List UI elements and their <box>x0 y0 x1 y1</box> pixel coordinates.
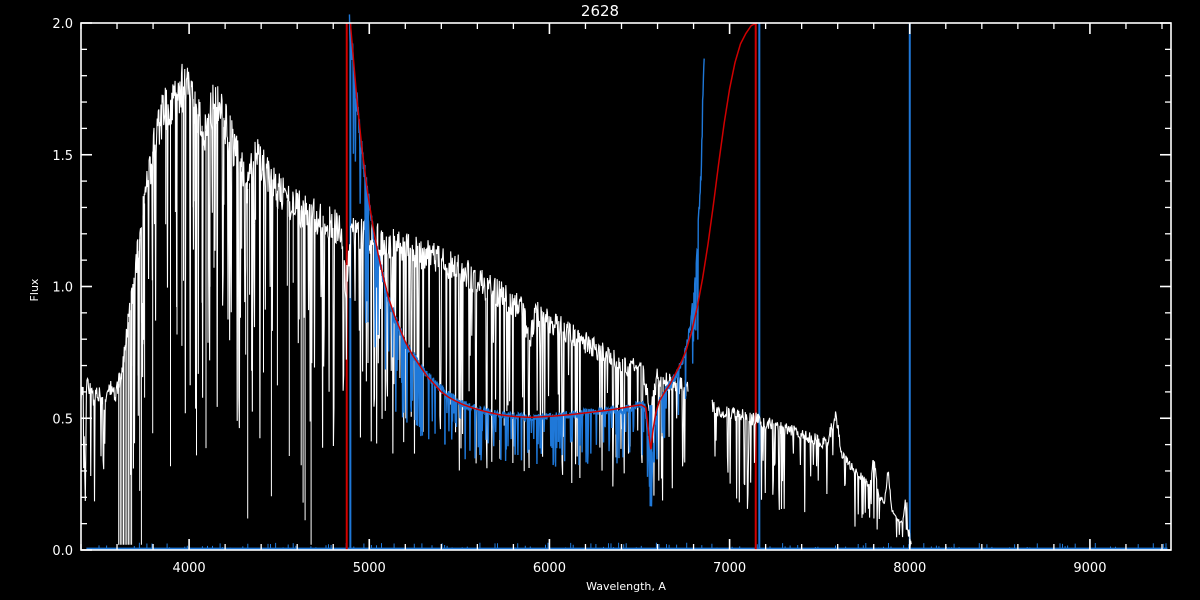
x-tick-label: 8000 <box>893 561 926 576</box>
model-spectrum-blue-group <box>348 14 705 507</box>
axis-labels-group: 4000 5000 6000 7000 8000 9000 0.0 0.5 1.0 1.5 2.0 <box>52 17 1106 576</box>
y-tick-label: 1.0 <box>52 281 73 296</box>
y-tick-label: 1.5 <box>52 149 73 164</box>
page-title: 2628 <box>581 2 619 20</box>
x-tick-label: 5000 <box>353 561 386 576</box>
halpha-core <box>649 405 653 507</box>
x-tick-label: 4000 <box>173 561 206 576</box>
observed-absorption-lines <box>118 86 312 545</box>
y-tick-label: 0.5 <box>52 412 73 427</box>
x-tick-label: 9000 <box>1073 561 1106 576</box>
observed-spectrum-path <box>80 63 912 547</box>
baseline-series-group <box>86 542 1168 550</box>
y-tick-label: 2.0 <box>52 17 73 32</box>
baseline-noise <box>98 542 1167 549</box>
x-tick-label: 7000 <box>713 561 746 576</box>
model-spectrum-blue-path <box>348 14 705 507</box>
x-axis-label: Wavelength, A <box>586 580 666 593</box>
y-tick-label: 0.0 <box>52 544 73 559</box>
axes-group <box>80 22 1172 551</box>
x-tick-label: 6000 <box>533 561 566 576</box>
y-axis-label: Flux <box>28 278 41 301</box>
observed-spectrum-group <box>80 63 912 547</box>
model-fit-red-path <box>349 22 758 450</box>
model-fit-red-group <box>349 22 758 450</box>
